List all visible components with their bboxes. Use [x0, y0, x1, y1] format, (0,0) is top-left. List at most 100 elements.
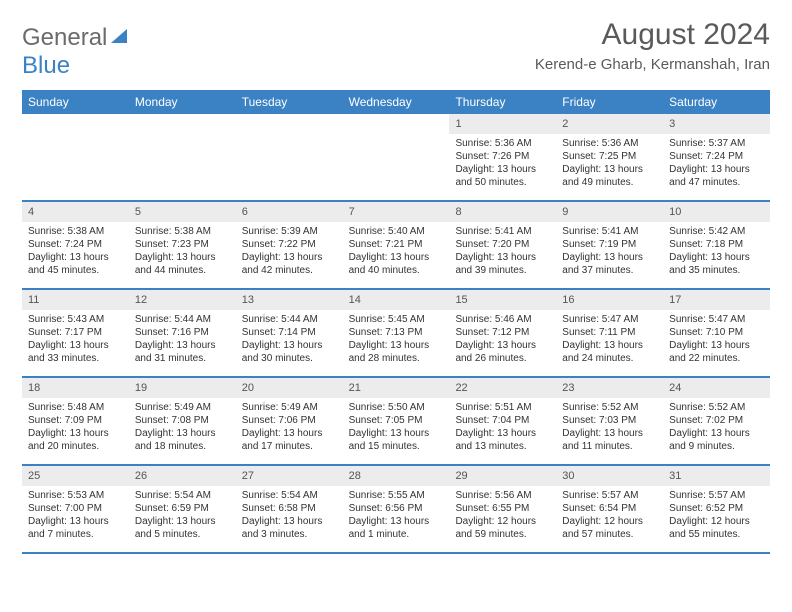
sunrise-text: Sunrise: 5:56 AM: [455, 489, 550, 502]
daylight-text: Daylight: 13 hours and 35 minutes.: [669, 251, 764, 277]
sunrise-text: Sunrise: 5:45 AM: [349, 313, 444, 326]
sunset-text: Sunset: 7:00 PM: [28, 502, 123, 515]
day-cell: 5Sunrise: 5:38 AMSunset: 7:23 PMDaylight…: [129, 202, 236, 288]
day-cell: 20Sunrise: 5:49 AMSunset: 7:06 PMDayligh…: [236, 378, 343, 464]
sunset-text: Sunset: 7:16 PM: [135, 326, 230, 339]
day-header-row: Sunday Monday Tuesday Wednesday Thursday…: [22, 90, 770, 114]
day-cell: 23Sunrise: 5:52 AMSunset: 7:03 PMDayligh…: [556, 378, 663, 464]
sunset-text: Sunset: 7:19 PM: [562, 238, 657, 251]
day-number: 7: [343, 202, 450, 222]
day-cell: 3Sunrise: 5:37 AMSunset: 7:24 PMDaylight…: [663, 114, 770, 200]
daylight-text: Daylight: 13 hours and 30 minutes.: [242, 339, 337, 365]
sunset-text: Sunset: 7:21 PM: [349, 238, 444, 251]
sunset-text: Sunset: 6:55 PM: [455, 502, 550, 515]
sunrise-text: Sunrise: 5:36 AM: [455, 137, 550, 150]
day-number: 26: [129, 466, 236, 486]
week-row: 11Sunrise: 5:43 AMSunset: 7:17 PMDayligh…: [22, 290, 770, 378]
daylight-text: Daylight: 13 hours and 5 minutes.: [135, 515, 230, 541]
day-header-mon: Monday: [129, 90, 236, 114]
day-number: 23: [556, 378, 663, 398]
day-cell: 14Sunrise: 5:45 AMSunset: 7:13 PMDayligh…: [343, 290, 450, 376]
daylight-text: Daylight: 13 hours and 49 minutes.: [562, 163, 657, 189]
day-content: Sunrise: 5:41 AMSunset: 7:19 PMDaylight:…: [556, 222, 663, 282]
sunrise-text: Sunrise: 5:41 AM: [562, 225, 657, 238]
day-content: Sunrise: 5:54 AMSunset: 6:59 PMDaylight:…: [129, 486, 236, 546]
day-cell: 29Sunrise: 5:56 AMSunset: 6:55 PMDayligh…: [449, 466, 556, 552]
day-content: Sunrise: 5:53 AMSunset: 7:00 PMDaylight:…: [22, 486, 129, 546]
sunset-text: Sunset: 7:11 PM: [562, 326, 657, 339]
day-cell: 18Sunrise: 5:48 AMSunset: 7:09 PMDayligh…: [22, 378, 129, 464]
daylight-text: Daylight: 13 hours and 33 minutes.: [28, 339, 123, 365]
day-number: 5: [129, 202, 236, 222]
sunrise-text: Sunrise: 5:55 AM: [349, 489, 444, 502]
day-content: Sunrise: 5:49 AMSunset: 7:08 PMDaylight:…: [129, 398, 236, 458]
sunset-text: Sunset: 6:59 PM: [135, 502, 230, 515]
sunrise-text: Sunrise: 5:44 AM: [135, 313, 230, 326]
day-header-sat: Saturday: [663, 90, 770, 114]
day-number: [129, 114, 236, 120]
sunrise-text: Sunrise: 5:36 AM: [562, 137, 657, 150]
day-number: 31: [663, 466, 770, 486]
day-cell: 10Sunrise: 5:42 AMSunset: 7:18 PMDayligh…: [663, 202, 770, 288]
weeks-container: 1Sunrise: 5:36 AMSunset: 7:26 PMDaylight…: [22, 114, 770, 554]
day-content: Sunrise: 5:41 AMSunset: 7:20 PMDaylight:…: [449, 222, 556, 282]
sunrise-text: Sunrise: 5:51 AM: [455, 401, 550, 414]
day-content: Sunrise: 5:38 AMSunset: 7:24 PMDaylight:…: [22, 222, 129, 282]
sunset-text: Sunset: 7:26 PM: [455, 150, 550, 163]
week-row: 4Sunrise: 5:38 AMSunset: 7:24 PMDaylight…: [22, 202, 770, 290]
daylight-text: Daylight: 13 hours and 31 minutes.: [135, 339, 230, 365]
daylight-text: Daylight: 13 hours and 24 minutes.: [562, 339, 657, 365]
day-cell: 7Sunrise: 5:40 AMSunset: 7:21 PMDaylight…: [343, 202, 450, 288]
sunrise-text: Sunrise: 5:38 AM: [135, 225, 230, 238]
sunrise-text: Sunrise: 5:49 AM: [242, 401, 337, 414]
daylight-text: Daylight: 12 hours and 57 minutes.: [562, 515, 657, 541]
sunrise-text: Sunrise: 5:57 AM: [669, 489, 764, 502]
day-content: Sunrise: 5:54 AMSunset: 6:58 PMDaylight:…: [236, 486, 343, 546]
daylight-text: Daylight: 13 hours and 28 minutes.: [349, 339, 444, 365]
day-number: 9: [556, 202, 663, 222]
sunset-text: Sunset: 7:24 PM: [669, 150, 764, 163]
day-header-tue: Tuesday: [236, 90, 343, 114]
day-number: 28: [343, 466, 450, 486]
sunset-text: Sunset: 7:25 PM: [562, 150, 657, 163]
day-content: Sunrise: 5:47 AMSunset: 7:11 PMDaylight:…: [556, 310, 663, 370]
day-content: Sunrise: 5:46 AMSunset: 7:12 PMDaylight:…: [449, 310, 556, 370]
daylight-text: Daylight: 13 hours and 18 minutes.: [135, 427, 230, 453]
daylight-text: Daylight: 13 hours and 39 minutes.: [455, 251, 550, 277]
day-number: 22: [449, 378, 556, 398]
day-content: Sunrise: 5:40 AMSunset: 7:21 PMDaylight:…: [343, 222, 450, 282]
day-number: 30: [556, 466, 663, 486]
daylight-text: Daylight: 13 hours and 45 minutes.: [28, 251, 123, 277]
day-content: Sunrise: 5:42 AMSunset: 7:18 PMDaylight:…: [663, 222, 770, 282]
logo-line1: General: [22, 24, 107, 51]
sunset-text: Sunset: 7:18 PM: [669, 238, 764, 251]
day-number: 4: [22, 202, 129, 222]
day-cell: 2 Sunrise: 5:36 AMSunset: 7:25 PMDaylight…: [556, 114, 663, 200]
sunset-text: Sunset: 7:03 PM: [562, 414, 657, 427]
daylight-text: Daylight: 13 hours and 13 minutes.: [455, 427, 550, 453]
sunset-text: Sunset: 7:08 PM: [135, 414, 230, 427]
sunset-text: Sunset: 6:54 PM: [562, 502, 657, 515]
sunrise-text: Sunrise: 5:48 AM: [28, 401, 123, 414]
sunrise-text: Sunrise: 5:54 AM: [135, 489, 230, 502]
day-content: Sunrise: 5:51 AMSunset: 7:04 PMDaylight:…: [449, 398, 556, 458]
sunset-text: Sunset: 7:12 PM: [455, 326, 550, 339]
day-cell: 1Sunrise: 5:36 AMSunset: 7:26 PMDaylight…: [449, 114, 556, 200]
daylight-text: Daylight: 13 hours and 15 minutes.: [349, 427, 444, 453]
sunrise-text: Sunrise: 5:52 AM: [669, 401, 764, 414]
day-cell: 12Sunrise: 5:44 AMSunset: 7:16 PMDayligh…: [129, 290, 236, 376]
page-header: General Blue August 2024 Kerend-e Gharb,…: [22, 18, 770, 80]
day-cell: [22, 114, 129, 200]
day-number: 2: [556, 114, 663, 134]
sunrise-text: Sunrise: 5:50 AM: [349, 401, 444, 414]
sunrise-text: Sunrise: 5:42 AM: [669, 225, 764, 238]
day-cell: 28Sunrise: 5:55 AMSunset: 6:56 PMDayligh…: [343, 466, 450, 552]
day-cell: [343, 114, 450, 200]
daylight-text: Daylight: 13 hours and 17 minutes.: [242, 427, 337, 453]
daylight-text: Daylight: 13 hours and 7 minutes.: [28, 515, 123, 541]
day-number: 20: [236, 378, 343, 398]
day-cell: 26Sunrise: 5:54 AMSunset: 6:59 PMDayligh…: [129, 466, 236, 552]
week-row: 25Sunrise: 5:53 AMSunset: 7:00 PMDayligh…: [22, 466, 770, 554]
daylight-text: Daylight: 13 hours and 50 minutes.: [455, 163, 550, 189]
sunrise-text: Sunrise: 5:46 AM: [455, 313, 550, 326]
